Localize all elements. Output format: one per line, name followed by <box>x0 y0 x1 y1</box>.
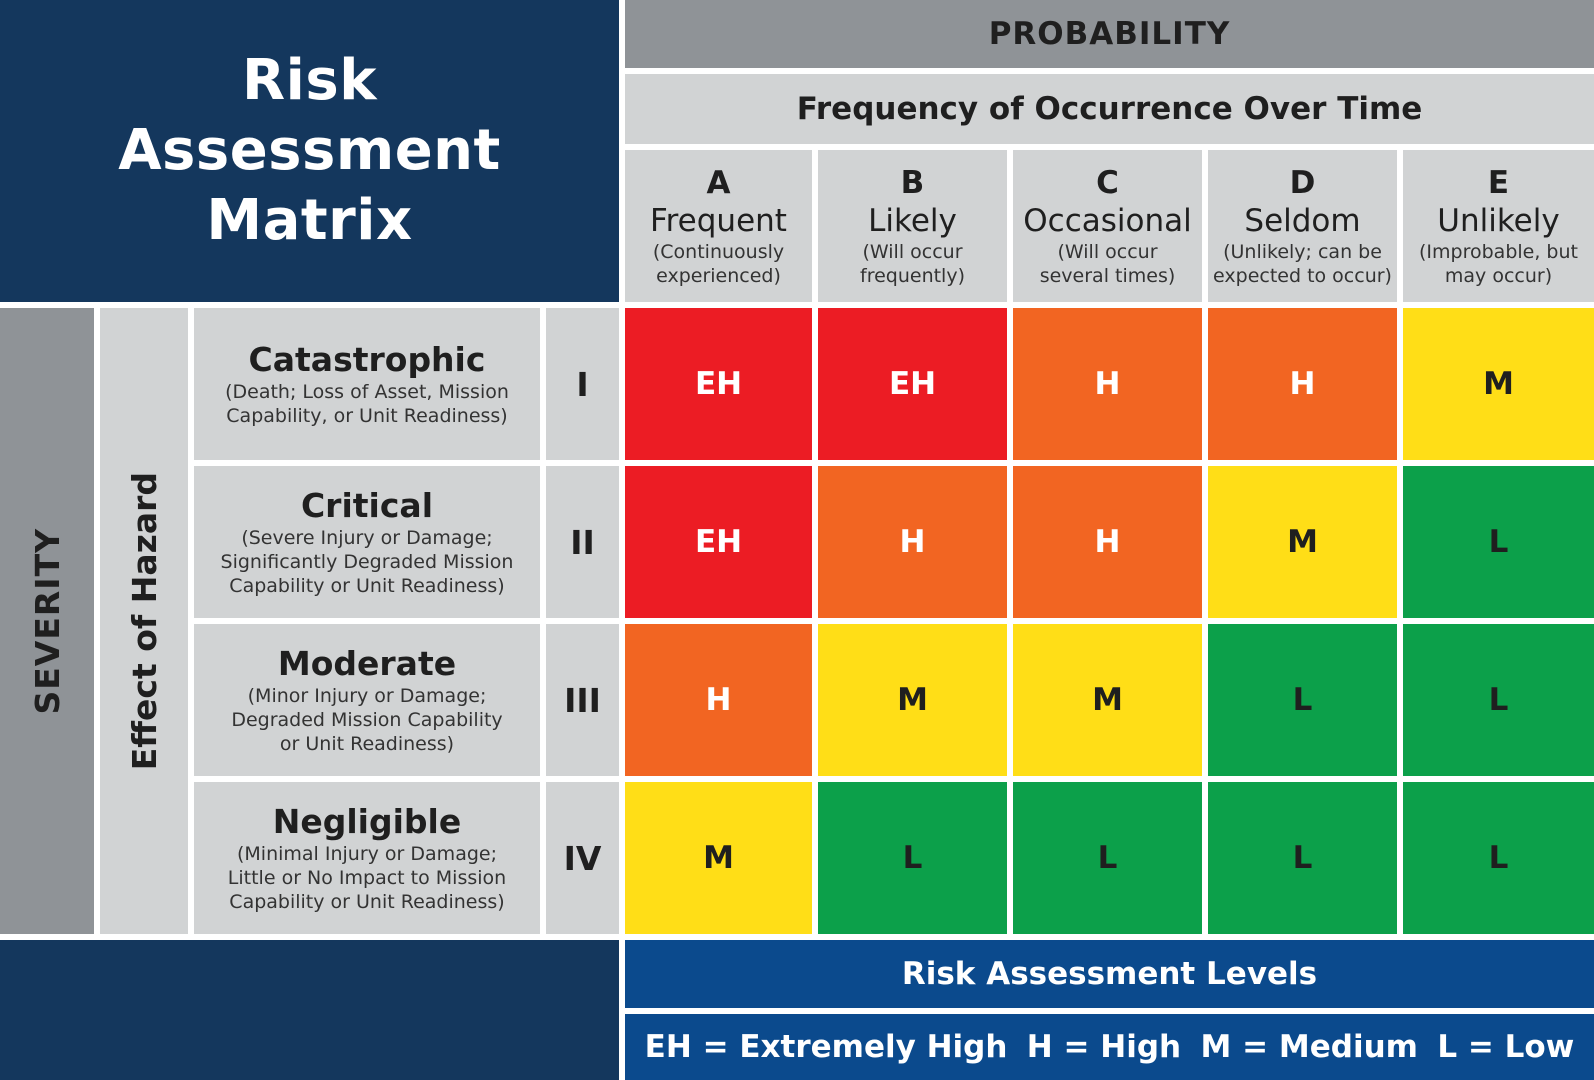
severity-name: Critical <box>300 486 434 525</box>
severity-numeral: II <box>546 466 619 618</box>
risk-levels-legend: EH = Extremely High H = High M = Medium … <box>625 1014 1594 1080</box>
title-line-3: Matrix <box>206 188 413 253</box>
column-desc: several times) <box>1039 265 1176 287</box>
severity-numeral: III <box>546 624 619 776</box>
effect-of-hazard-label: Effect of Hazard <box>124 471 164 771</box>
risk-cell: M <box>1208 466 1397 618</box>
severity-desc: Capability or Unit Readiness) <box>229 575 505 597</box>
severity-desc: (Minor Injury or Damage; <box>247 685 487 707</box>
severity-critical: Critical (Severe Injury or Damage; Signi… <box>194 466 540 618</box>
risk-cell: M <box>1013 624 1202 776</box>
bottom-left-panel <box>0 940 619 1080</box>
column-letter: B <box>900 165 925 201</box>
column-letter: E <box>1487 165 1510 201</box>
severity-numeral: IV <box>546 782 619 934</box>
probability-header: PROBABILITY <box>625 0 1594 68</box>
risk-cell: H <box>818 466 1007 618</box>
severity-name: Moderate <box>277 644 457 683</box>
risk-cell: EH <box>818 308 1007 460</box>
risk-cell: M <box>625 782 812 934</box>
column-desc: (Will occur <box>1057 241 1158 263</box>
risk-cell: L <box>1208 782 1397 934</box>
column-letter: A <box>706 165 731 201</box>
severity-name: Catastrophic <box>248 340 486 379</box>
risk-cell: L <box>1403 466 1594 618</box>
risk-cell: H <box>625 624 812 776</box>
frequency-header: Frequency of Occurrence Over Time <box>625 74 1594 144</box>
severity-catastrophic: Catastrophic (Death; Loss of Asset, Miss… <box>194 308 540 460</box>
column-name: Unlikely <box>1437 203 1560 239</box>
risk-cell: M <box>1403 308 1594 460</box>
severity-name: Negligible <box>272 802 462 841</box>
legend-low: L = Low <box>1437 1029 1575 1065</box>
column-desc: (Continuously <box>652 241 785 263</box>
column-header-b: B Likely (Will occur frequently) <box>818 150 1007 302</box>
effect-of-hazard-band: Effect of Hazard <box>100 308 188 934</box>
column-desc: (Improbable, but <box>1419 241 1578 263</box>
severity-moderate: Moderate (Minor Injury or Damage; Degrad… <box>194 624 540 776</box>
severity-desc: Degraded Mission Capability <box>231 709 503 731</box>
column-name: Seldom <box>1244 203 1361 239</box>
column-desc: expected to occur) <box>1213 265 1392 287</box>
risk-cell: L <box>1403 782 1594 934</box>
risk-cell: L <box>818 782 1007 934</box>
risk-levels-title: Risk Assessment Levels <box>625 940 1594 1008</box>
column-desc: may occur) <box>1444 265 1553 287</box>
title-line-1: Risk <box>242 48 377 113</box>
severity-desc: or Unit Readiness) <box>279 733 455 755</box>
risk-cell: M <box>818 624 1007 776</box>
risk-cell: H <box>1013 466 1202 618</box>
severity-numeral: I <box>546 308 619 460</box>
severity-desc: (Death; Loss of Asset, Mission <box>225 381 509 403</box>
column-letter: C <box>1096 165 1119 201</box>
column-desc: (Will occur <box>862 241 963 263</box>
column-name: Occasional <box>1023 203 1192 239</box>
risk-cell: L <box>1013 782 1202 934</box>
severity-negligible: Negligible (Minimal Injury or Damage; Li… <box>194 782 540 934</box>
column-name: Frequent <box>650 203 787 239</box>
legend-high: H = High <box>1026 1029 1182 1065</box>
severity-desc: Little or No Impact to Mission <box>227 867 507 889</box>
column-desc: (Unlikely; can be <box>1223 241 1382 263</box>
title-line-2: Assessment <box>118 118 501 183</box>
risk-cell: H <box>1208 308 1397 460</box>
risk-cell: EH <box>625 308 812 460</box>
column-header-d: D Seldom (Unlikely; can be expected to o… <box>1208 150 1397 302</box>
severity-label: SEVERITY <box>27 527 67 715</box>
severity-desc: (Minimal Injury or Damage; <box>237 843 497 865</box>
column-name: Likely <box>868 203 957 239</box>
severity-desc: Capability or Unit Readiness) <box>229 891 505 913</box>
matrix-title-block: Risk Assessment Matrix <box>0 0 619 302</box>
severity-band: SEVERITY <box>0 308 94 934</box>
column-desc: frequently) <box>860 265 965 287</box>
risk-cell: EH <box>625 466 812 618</box>
severity-desc: Capability, or Unit Readiness) <box>226 405 508 427</box>
risk-cell: L <box>1403 624 1594 776</box>
severity-desc: Significantly Degraded Mission <box>220 551 514 573</box>
risk-cell: H <box>1013 308 1202 460</box>
column-header-e: E Unlikely (Improbable, but may occur) <box>1403 150 1594 302</box>
risk-cell: L <box>1208 624 1397 776</box>
column-header-c: C Occasional (Will occur several times) <box>1013 150 1202 302</box>
column-letter: D <box>1289 165 1316 201</box>
column-header-a: A Frequent (Continuously experienced) <box>625 150 812 302</box>
legend-medium: M = Medium <box>1200 1029 1418 1065</box>
column-desc: experienced) <box>656 265 781 287</box>
legend-extremely-high: EH = Extremely High <box>644 1029 1008 1065</box>
severity-desc: (Severe Injury or Damage; <box>241 527 493 549</box>
